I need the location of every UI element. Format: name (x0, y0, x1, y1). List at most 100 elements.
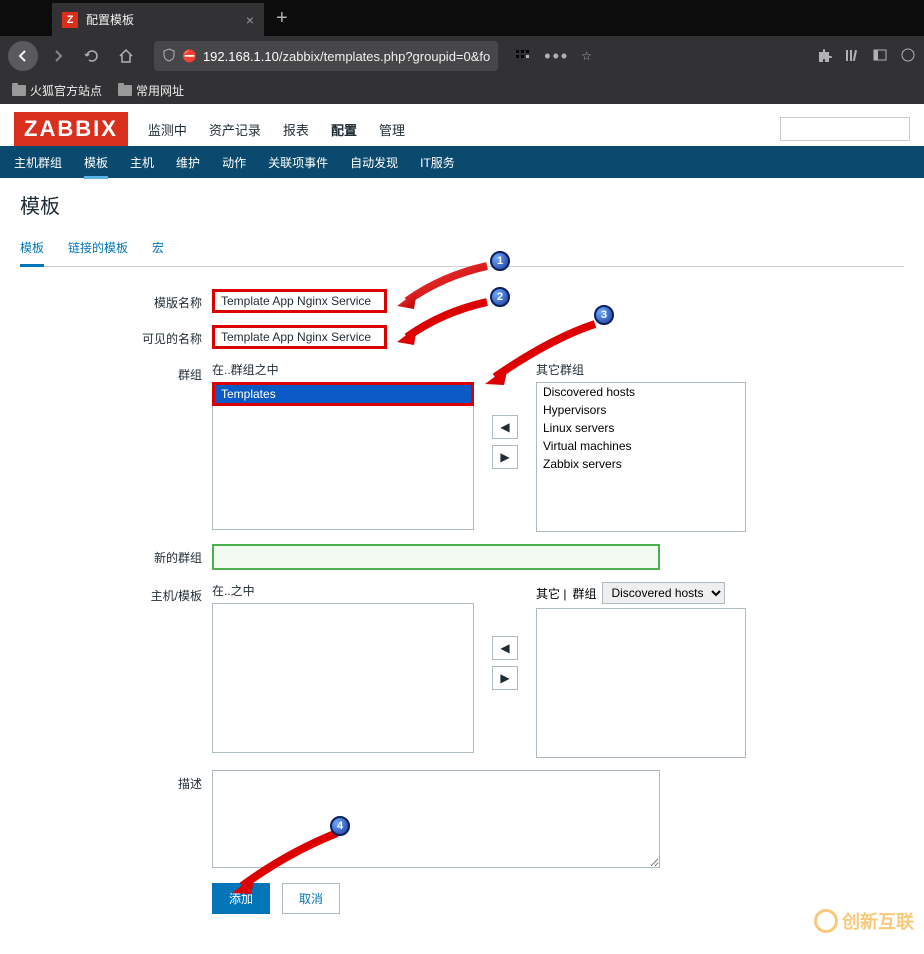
new-tab-button[interactable]: + (264, 7, 300, 30)
tab-template[interactable]: 模板 (20, 233, 44, 267)
row-new-group: 新的群组 (20, 544, 904, 570)
watermark-text: 创新互联 (842, 908, 914, 934)
folder-icon (12, 85, 26, 96)
move-left-button[interactable]: ◀ (492, 415, 518, 439)
new-group-input[interactable] (212, 544, 660, 570)
form-tabs: 模板 链接的模板 宏 (20, 233, 904, 267)
sidebar-icon[interactable] (872, 47, 888, 66)
nav-right-icons (816, 47, 916, 66)
label-hosts-in: 在..之中 (212, 582, 474, 599)
row-hosts: 主机/模板 在..之中 ◀ ▶ 其它 | 群组 Discovered hosts (20, 582, 904, 758)
watermark: 创新互联 (814, 908, 914, 934)
selected-groups-list-rest[interactable] (212, 406, 474, 530)
url-bar[interactable]: ⛔ 192.168.1.10/zabbix/templates.php?grou… (154, 41, 498, 71)
annotation-badge-1: 1 (490, 251, 510, 271)
visible-name-input[interactable] (212, 325, 387, 349)
row-groups: 群组 在..群组之中 Templates ◀ ▶ 其它群组 Disco (20, 361, 904, 532)
template-name-input[interactable] (212, 289, 387, 313)
menu-admin[interactable]: 管理 (379, 116, 405, 143)
label-groups: 群组 (20, 361, 212, 383)
annotation-badge-4: 4 (330, 816, 350, 836)
danger-icon: ⛔ (182, 49, 197, 63)
label-new-group: 新的群组 (20, 544, 212, 566)
group-item[interactable]: Zabbix servers (537, 455, 745, 473)
menu-monitoring[interactable]: 监测中 (148, 116, 187, 143)
submenu-maintenance[interactable]: 维护 (176, 146, 200, 179)
label-hosts: 主机/模板 (20, 582, 212, 604)
shield-icon (162, 48, 176, 65)
account-icon[interactable] (900, 47, 916, 66)
folder-icon (118, 85, 132, 96)
move-right-button[interactable]: ▶ (492, 666, 518, 690)
addon-icon[interactable] (816, 47, 832, 66)
move-right-button[interactable]: ▶ (492, 445, 518, 469)
bookmark-common[interactable]: 常用网址 (118, 82, 184, 99)
submenu-hostgroups[interactable]: 主机群组 (14, 146, 62, 179)
hosts-group-select[interactable]: Discovered hosts (602, 582, 725, 604)
group-item[interactable]: Hypervisors (537, 401, 745, 419)
form-buttons: 添加 取消 (212, 883, 904, 914)
bookmark-firefox[interactable]: 火狐官方站点 (12, 82, 102, 99)
submenu-discovery[interactable]: 自动发现 (350, 146, 398, 179)
star-icon[interactable]: ☆ (581, 49, 592, 63)
other-groups-list[interactable]: Discovered hosts Hypervisors Linux serve… (536, 382, 746, 532)
description-textarea[interactable] (212, 770, 660, 868)
bookmark-label: 常用网址 (136, 82, 184, 99)
submenu-correlation[interactable]: 关联项事件 (268, 146, 328, 179)
annotation-badge-2: 2 (490, 287, 510, 307)
menu-reports[interactable]: 报表 (283, 116, 309, 143)
bookmarks-bar: 火狐官方站点 常用网址 (0, 76, 924, 104)
zabbix-logo[interactable]: ZABBIX (14, 112, 128, 146)
selected-groups-list[interactable]: Templates (212, 382, 474, 406)
label-template-name: 模版名称 (20, 289, 212, 311)
group-item-templates[interactable]: Templates (215, 385, 471, 403)
group-item[interactable]: Linux servers (537, 419, 745, 437)
menu-configuration[interactable]: 配置 (331, 116, 357, 143)
submenu-itservices[interactable]: IT服务 (420, 146, 455, 179)
page-title: 模板 (20, 190, 904, 219)
label-in-groups: 在..群组之中 (212, 361, 474, 378)
forward-button[interactable] (44, 42, 72, 70)
back-button[interactable] (8, 41, 38, 71)
move-left-button[interactable]: ◀ (492, 636, 518, 660)
tab-title: 配置模板 (86, 11, 238, 28)
row-description: 描述 4 (20, 770, 904, 871)
label-other-groups: 其它群组 (536, 361, 746, 378)
cancel-button[interactable]: 取消 (282, 883, 340, 914)
hosts-other-prefix: 其它 | (536, 585, 566, 602)
zabbix-header: ZABBIX 监测中 资产记录 报表 配置 管理 (0, 104, 924, 146)
sub-menu: 主机群组 模板 主机 维护 动作 关联项事件 自动发现 IT服务 (0, 146, 924, 178)
group-item[interactable]: Discovered hosts (537, 383, 745, 401)
reader-icon[interactable] (516, 49, 532, 63)
hosts-in-list[interactable] (212, 603, 474, 753)
row-template-name: 模版名称 1 (20, 289, 904, 313)
menu-inventory[interactable]: 资产记录 (209, 116, 261, 143)
submenu-hosts[interactable]: 主机 (130, 146, 154, 179)
library-icon[interactable] (844, 47, 860, 66)
row-visible-name: 可见的名称 2 (20, 325, 904, 349)
tab-linked[interactable]: 链接的模板 (68, 233, 128, 266)
reload-button[interactable] (78, 42, 106, 70)
url-text: 192.168.1.10/zabbix/templates.php?groupi… (203, 49, 490, 64)
main-menu: 监测中 资产记录 报表 配置 管理 (148, 116, 405, 143)
zabbix-favicon: Z (62, 12, 78, 28)
close-icon[interactable]: × (246, 12, 254, 28)
home-button[interactable] (112, 42, 140, 70)
hosts-other-list[interactable] (536, 608, 746, 758)
page-content: 模板 模板 链接的模板 宏 模版名称 1 可见的名称 2 (0, 178, 924, 926)
label-visible-name: 可见的名称 (20, 325, 212, 347)
browser-top: Z 配置模板 × + ⛔ 192.168.1.10/zabbix/templat… (0, 0, 924, 104)
browser-tab[interactable]: Z 配置模板 × (52, 3, 264, 36)
tab-strip: Z 配置模板 × + (0, 0, 924, 36)
watermark-icon (814, 909, 838, 933)
submenu-actions[interactable]: 动作 (222, 146, 246, 179)
bookmark-label: 火狐官方站点 (30, 82, 102, 99)
add-button[interactable]: 添加 (212, 883, 270, 914)
submenu-templates[interactable]: 模板 (84, 146, 108, 179)
global-search-input[interactable] (780, 117, 910, 141)
annotation-badge-3: 3 (594, 305, 614, 325)
tab-macros[interactable]: 宏 (152, 233, 164, 266)
hosts-other-label: 群组 (572, 585, 596, 602)
group-item[interactable]: Virtual machines (537, 437, 745, 455)
more-icon[interactable]: ••• (544, 46, 569, 67)
